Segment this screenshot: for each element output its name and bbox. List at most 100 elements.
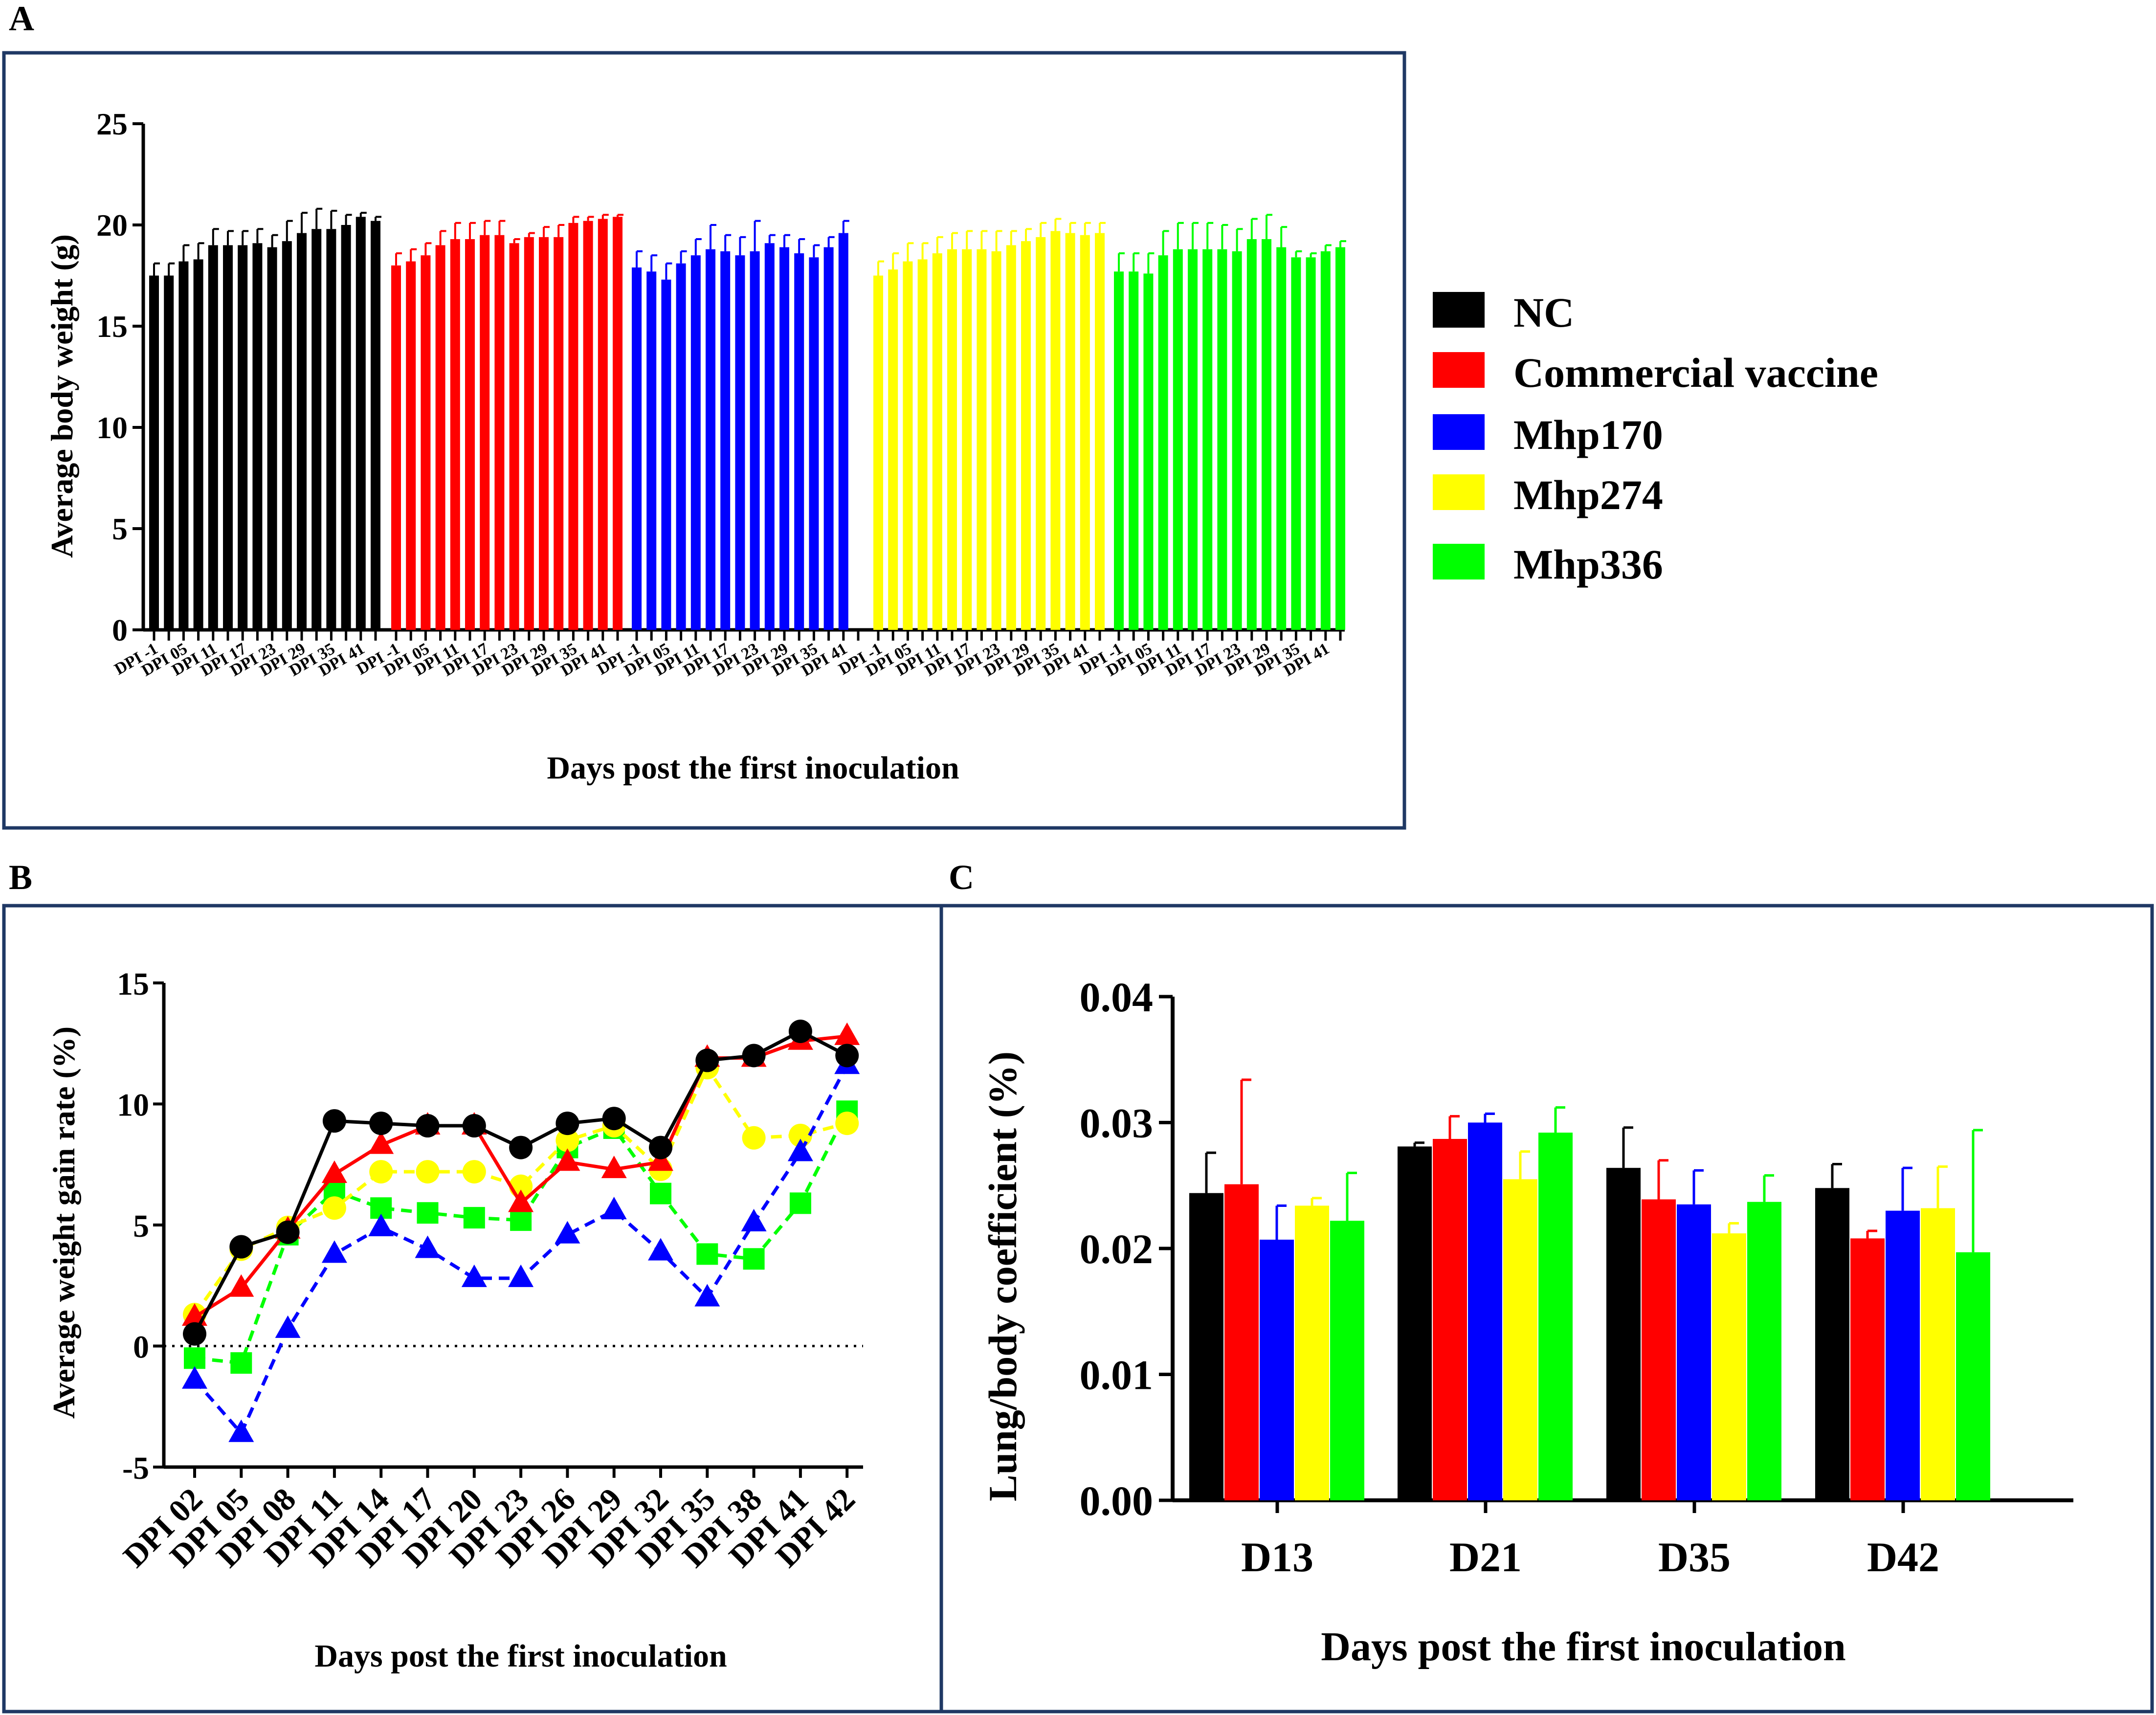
marker-mhp336 — [510, 1209, 532, 1231]
x-tick-label: D13 — [1241, 1534, 1313, 1581]
bar-commercial-vaccine — [391, 265, 401, 630]
marker-mhp170 — [508, 1264, 534, 1287]
marker-mhp274 — [462, 1160, 486, 1184]
bar-commercial-vaccine — [494, 235, 505, 630]
bar-mhp170 — [1886, 1210, 1920, 1500]
bar-mhp170 — [823, 247, 834, 630]
marker-mhp274 — [416, 1160, 440, 1184]
bar-nc — [1189, 1193, 1223, 1500]
bar-mhp170 — [706, 249, 715, 630]
y-tick-label: -5 — [122, 1450, 149, 1486]
marker-mhp170 — [228, 1419, 254, 1442]
bar-mhp274 — [903, 261, 913, 630]
bar-commercial-vaccine — [613, 217, 622, 630]
marker-mhp274 — [556, 1128, 579, 1152]
marker-mhp336 — [417, 1202, 439, 1224]
y-tick-label: 25 — [96, 107, 128, 141]
bar-mhp336 — [1538, 1133, 1573, 1500]
marker-mhp274 — [742, 1126, 766, 1150]
marker-mhp336 — [184, 1347, 205, 1369]
bar-commercial-vaccine — [450, 239, 460, 630]
marker-mhp274 — [369, 1160, 393, 1184]
bar-commercial-vaccine — [524, 237, 534, 630]
marker-nc — [229, 1235, 253, 1259]
bar-commercial-vaccine — [1850, 1238, 1885, 1500]
bar-mhp336 — [1747, 1202, 1781, 1500]
bar-mhp170 — [838, 233, 848, 630]
marker-nc — [183, 1322, 206, 1346]
panel-a-frame — [2, 51, 1406, 830]
bar-commercial-vaccine — [465, 239, 475, 630]
marker-mhp170 — [648, 1238, 673, 1261]
panel-c-ylabel: Lung/body coefficient (%) — [980, 1051, 1025, 1501]
marker-commercial-vaccine — [601, 1156, 627, 1179]
bar-mhp170 — [779, 247, 789, 630]
marker-mhp336 — [463, 1207, 485, 1229]
bar-mhp274 — [1050, 231, 1061, 630]
marker-nc — [369, 1112, 393, 1136]
bar-nc — [282, 241, 292, 630]
bar-commercial-vaccine — [480, 235, 490, 630]
marker-nc — [556, 1112, 579, 1136]
bar-mhp274 — [1036, 237, 1046, 630]
bar-mhp336 — [1262, 239, 1271, 630]
y-tick-label: 10 — [96, 410, 128, 445]
bar-nc — [297, 233, 307, 630]
y-tick-label: 0.00 — [1080, 1477, 1154, 1524]
bar-nc — [238, 245, 248, 630]
bar-nc — [149, 275, 159, 630]
marker-nc — [462, 1114, 486, 1138]
bar-mhp274 — [977, 249, 987, 630]
legend-label-nc: NC — [1513, 289, 1574, 336]
bar-commercial-vaccine — [435, 245, 445, 630]
bar-mhp170 — [720, 251, 731, 630]
marker-mhp336 — [696, 1243, 718, 1265]
line-mhp274 — [193, 1064, 848, 1316]
marker-commercial-vaccine — [648, 1148, 673, 1171]
marker-nc — [276, 1220, 300, 1244]
bar-mhp274 — [917, 259, 928, 630]
bar-mhp336 — [1129, 271, 1139, 630]
bar-nc — [371, 221, 380, 630]
bar-mhp274 — [932, 253, 942, 630]
legend: NC Commercial vaccine Mhp170 Mhp274 Mhp3… — [1433, 289, 1878, 588]
bar-mhp170 — [676, 263, 686, 630]
x-tick-label: D42 — [1867, 1534, 1939, 1581]
bar-nc — [356, 217, 366, 630]
bar-commercial-vaccine — [568, 223, 578, 630]
bar-mhp336 — [1306, 257, 1316, 630]
bar-mhp336 — [1232, 251, 1242, 630]
panel-label-a: A — [9, 0, 34, 38]
bar-mhp170 — [1677, 1204, 1711, 1500]
bar-mhp274 — [873, 275, 883, 630]
y-tick-label: 0.03 — [1080, 1100, 1154, 1147]
panel-label-c: C — [949, 858, 974, 897]
line-mhp336 — [194, 1110, 849, 1365]
bar-mhp336 — [1276, 247, 1287, 630]
y-tick-label: 5 — [133, 1208, 149, 1244]
bar-mhp336 — [1143, 273, 1154, 630]
y-tick-label: 10 — [117, 1088, 149, 1123]
bar-mhp274 — [1021, 241, 1031, 630]
marker-mhp274 — [788, 1123, 812, 1147]
marker-nc — [788, 1020, 812, 1043]
marker-nc — [695, 1048, 719, 1072]
marker-nc — [835, 1044, 859, 1068]
marker-commercial-vaccine — [228, 1274, 254, 1297]
bar-nc — [223, 245, 233, 630]
bar-mhp336 — [1956, 1252, 1990, 1500]
panel-c-frame — [939, 904, 2154, 1714]
legend-label-mhp170: Mhp170 — [1513, 411, 1663, 458]
legend-swatch-commercial-vaccine — [1433, 352, 1485, 388]
marker-mhp170 — [182, 1366, 207, 1389]
bar-mhp274 — [991, 251, 1001, 630]
bar-mhp170 — [809, 257, 819, 630]
x-tick-label: D21 — [1449, 1534, 1522, 1581]
bar-mhp336 — [1330, 1221, 1364, 1500]
bar-nc — [178, 261, 189, 630]
bar-commercial-vaccine — [539, 237, 549, 630]
panel-c-xlabel: Days post the first inoculation — [1321, 1624, 1845, 1670]
marker-mhp274 — [322, 1196, 346, 1220]
